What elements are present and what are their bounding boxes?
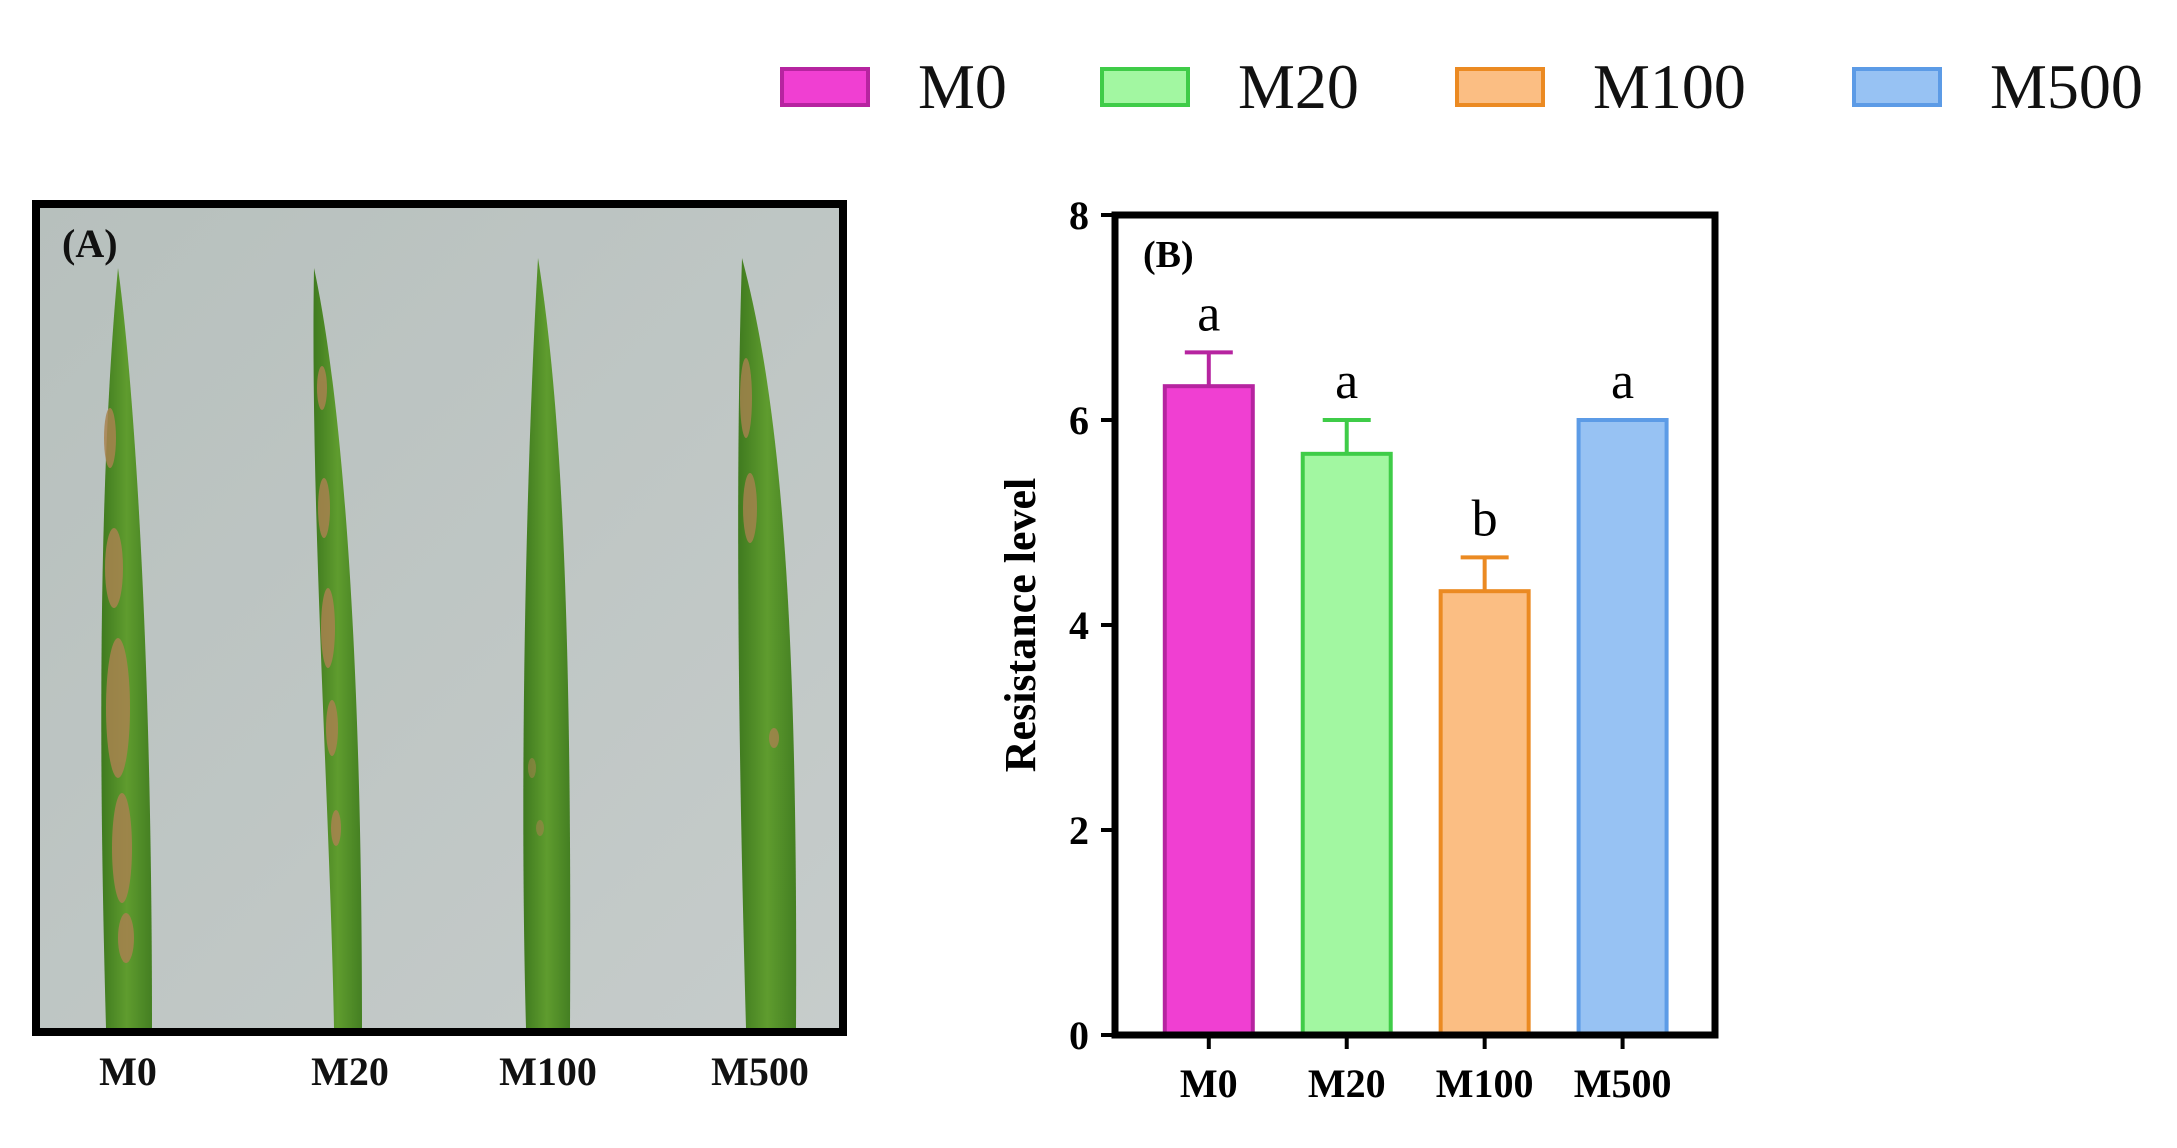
leaf-photo-drawing: [40, 208, 839, 1028]
panel-a-tag: (A): [62, 221, 118, 266]
legend-label-m500: M500: [1990, 51, 2143, 122]
significance-label-m0: a: [1197, 285, 1220, 342]
bar-m0: [1162, 384, 1255, 1038]
significance-label-m100: b: [1472, 490, 1498, 547]
leaf-m20-lesions: [317, 366, 341, 846]
significance-label-m20: a: [1335, 353, 1358, 410]
legend-item-m100: M100: [1455, 52, 1746, 122]
plot-frame: [1111, 211, 1719, 1039]
bar-m500: [1576, 418, 1669, 1037]
leaf-label-m20: M20: [311, 1049, 389, 1094]
leaf-label-m500: M500: [711, 1049, 809, 1094]
bar-m100: [1438, 589, 1531, 1037]
leaf-m500: [738, 258, 797, 1028]
leaf-label-m0: M0: [99, 1049, 157, 1094]
legend-label-m0: M0: [918, 51, 1007, 122]
legend-swatch-m100: [1455, 67, 1545, 107]
leaf-m0-lesions: [104, 408, 134, 963]
leaf-m500-lesions: [740, 358, 779, 748]
photo-background: [40, 208, 839, 1028]
legend-item-m0: M0: [780, 52, 1007, 122]
y-tick-label-2: 2: [1069, 808, 1089, 853]
leaf-photo: (A): [32, 200, 847, 1036]
leaf-m100: [523, 258, 571, 1028]
resistance-chart-svg: Resistance level 0 2 4 6 8 a M0 a M20 b M100 a M500 (B…: [996, 193, 1719, 1106]
legend-item-m20: M20: [1100, 52, 1359, 122]
resistance-chart: Resistance level 0 2 4 6 8 a M0 a M20 b M100 a M500 (B…: [990, 180, 2040, 1120]
leaf-m100-lesions: [528, 758, 544, 836]
legend: M0 M20 M100 M500: [780, 52, 2170, 122]
y-tick-label-0: 0: [1069, 1013, 1089, 1058]
legend-swatch-m500: [1852, 67, 1942, 107]
legend-item-m500: M500: [1852, 52, 2143, 122]
legend-label-m100: M100: [1593, 51, 1746, 122]
leaf-label-m100: M100: [499, 1049, 597, 1094]
legend-swatch-m20: [1100, 67, 1190, 107]
y-tick-label-6: 6: [1069, 398, 1089, 443]
y-tick-label-8: 8: [1069, 193, 1089, 238]
x-tick-label-m20: M20: [1308, 1061, 1386, 1106]
leaf-m20: [313, 268, 362, 1028]
x-tick-label-m500: M500: [1574, 1061, 1672, 1106]
legend-swatch-m0: [780, 67, 870, 107]
significance-label-m500: a: [1611, 353, 1634, 410]
panel-b-tag: (B): [1143, 234, 1194, 276]
x-tick-label-m100: M100: [1436, 1061, 1534, 1106]
bar-m20: [1300, 451, 1393, 1037]
y-axis-label: Resistance level: [996, 478, 1045, 772]
legend-label-m20: M20: [1238, 51, 1359, 122]
x-tick-label-m0: M0: [1180, 1061, 1238, 1106]
y-tick-label-4: 4: [1069, 603, 1089, 648]
